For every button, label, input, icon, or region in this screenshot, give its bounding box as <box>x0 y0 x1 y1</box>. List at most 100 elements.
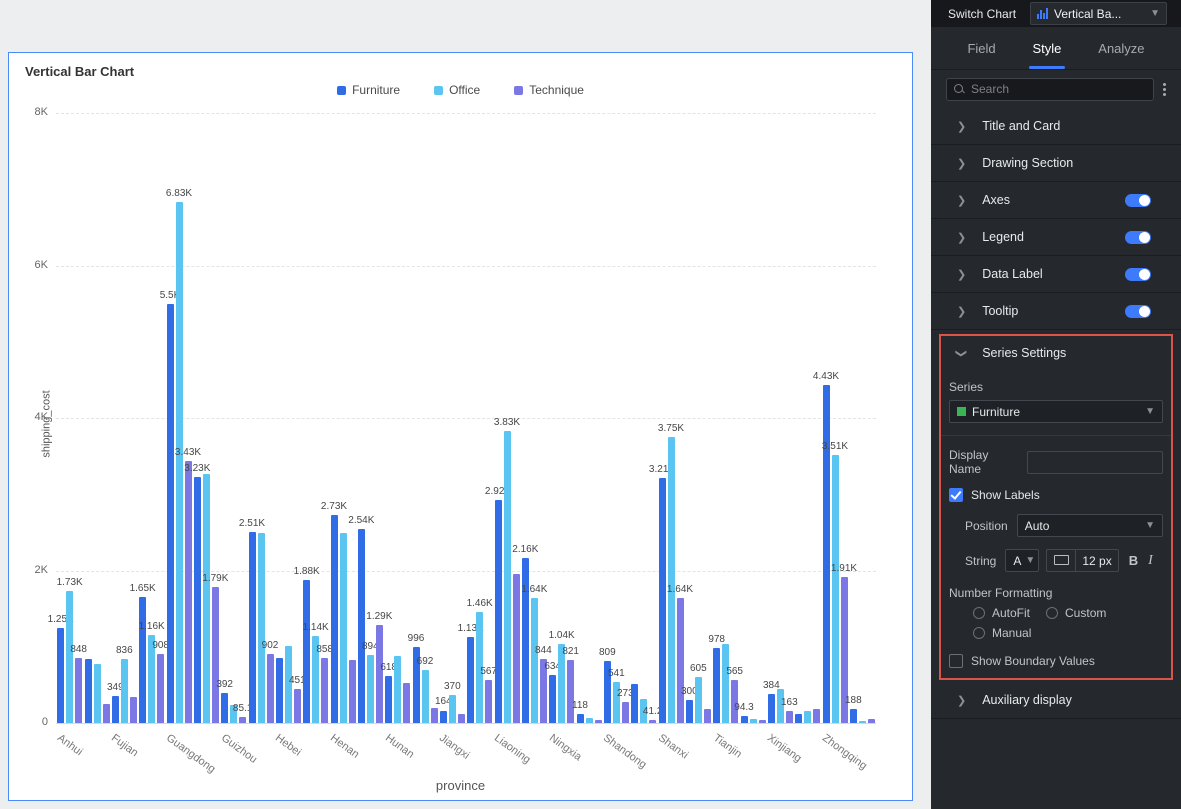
bar-furniture[interactable] <box>713 648 721 723</box>
bar-office[interactable] <box>93 663 101 723</box>
series-dropdown[interactable]: Furniture ▼ <box>949 400 1163 423</box>
bar-furniture[interactable] <box>303 579 311 723</box>
bar-technique[interactable] <box>403 682 411 723</box>
bar-office[interactable] <box>612 681 620 723</box>
more-options-icon[interactable] <box>1163 82 1166 96</box>
tab-style[interactable]: Style <box>1028 29 1066 69</box>
bar-furniture[interactable] <box>193 476 201 723</box>
bar-technique[interactable] <box>676 597 684 723</box>
bar-technique[interactable] <box>375 624 383 723</box>
position-dropdown[interactable]: Auto ▼ <box>1016 514 1163 537</box>
bar-furniture[interactable] <box>549 674 557 723</box>
bar-office[interactable] <box>667 437 675 723</box>
bar-furniture[interactable] <box>576 714 584 723</box>
show-boundary-checkbox[interactable] <box>949 654 963 668</box>
bold-button[interactable]: B <box>1128 553 1139 568</box>
bar-furniture[interactable] <box>248 531 256 723</box>
bar-furniture[interactable] <box>275 657 283 723</box>
bar-office[interactable] <box>120 659 128 723</box>
bar-office[interactable] <box>175 202 183 723</box>
bar-technique[interactable] <box>321 657 329 723</box>
chart-card[interactable]: Vertical Bar Chart Furniture Office Techni… <box>8 52 913 801</box>
radio-custom[interactable] <box>1046 607 1059 619</box>
bar-technique[interactable] <box>129 696 137 723</box>
legend-item-office[interactable]: Office <box>434 83 480 97</box>
bar-furniture[interactable] <box>658 478 666 723</box>
bar-technique[interactable] <box>348 659 356 723</box>
bar-office[interactable] <box>476 611 484 723</box>
bar-office[interactable] <box>694 676 702 723</box>
radio-autofit[interactable] <box>973 607 985 619</box>
display-name-input[interactable] <box>1027 450 1163 474</box>
radio-manual[interactable] <box>973 627 985 639</box>
chart-type-dropdown[interactable]: Vertical Ba... ▼ <box>1030 2 1167 25</box>
auxiliary-display-section[interactable]: ❯ Auxiliary display <box>931 682 1181 719</box>
bar-office[interactable] <box>858 720 866 723</box>
bar-office[interactable] <box>421 670 429 723</box>
bar-furniture[interactable] <box>631 683 639 723</box>
bar-furniture[interactable] <box>849 708 857 723</box>
bar-office[interactable] <box>394 655 402 723</box>
bar-office[interactable] <box>230 705 238 723</box>
section-drawing-section[interactable]: ❯ Drawing Section <box>931 145 1181 182</box>
bar-technique[interactable] <box>184 461 192 723</box>
bar-technique[interactable] <box>157 653 165 723</box>
bar-technique[interactable] <box>102 703 110 723</box>
bar-office[interactable] <box>749 719 757 723</box>
bar-office[interactable] <box>558 643 566 723</box>
bar-office[interactable] <box>257 533 265 723</box>
bar-furniture[interactable] <box>84 659 92 723</box>
bar-office[interactable] <box>202 473 210 723</box>
legend-item-technique[interactable]: Technique <box>514 83 584 97</box>
bar-technique[interactable] <box>840 577 848 723</box>
toggle-on[interactable] <box>1125 304 1151 318</box>
bar-technique[interactable] <box>567 660 575 723</box>
bar-technique[interactable] <box>512 573 520 723</box>
bar-furniture[interactable] <box>767 693 775 723</box>
bar-furniture[interactable] <box>467 636 475 723</box>
bar-furniture[interactable] <box>111 696 119 723</box>
bar-furniture[interactable] <box>521 558 529 723</box>
bar-technique[interactable] <box>75 658 83 723</box>
bar-furniture[interactable] <box>166 303 174 723</box>
bar-office[interactable] <box>804 710 812 723</box>
switch-chart-button[interactable]: Switch Chart <box>948 6 1017 21</box>
bar-technique[interactable] <box>430 707 438 723</box>
bar-office[interactable] <box>339 533 347 723</box>
toggle-on[interactable] <box>1125 267 1151 281</box>
tab-field[interactable]: Field <box>967 40 996 56</box>
search-box[interactable] <box>946 77 1154 101</box>
toggle-on[interactable] <box>1125 193 1151 207</box>
section-tooltip[interactable]: ❯ Tooltip <box>931 293 1181 330</box>
bar-furniture[interactable] <box>330 514 338 723</box>
bar-furniture[interactable] <box>494 500 502 723</box>
bar-office[interactable] <box>148 634 156 723</box>
search-input[interactable] <box>971 82 1131 96</box>
bar-office[interactable] <box>722 644 730 723</box>
show-labels-checkbox[interactable] <box>949 488 963 502</box>
bar-office[interactable] <box>640 698 648 723</box>
legend-item-furniture[interactable]: Furniture <box>337 83 400 97</box>
toggle-on[interactable] <box>1125 230 1151 244</box>
bar-furniture[interactable] <box>221 693 229 723</box>
bar-technique[interactable] <box>594 719 602 723</box>
tab-analyze[interactable]: Analyze <box>1098 40 1145 56</box>
bar-office[interactable] <box>503 430 511 723</box>
bar-furniture[interactable] <box>139 597 147 723</box>
section-data-label[interactable]: ❯ Data Label <box>931 256 1181 293</box>
bar-office[interactable] <box>530 597 538 723</box>
bar-office[interactable] <box>312 636 320 723</box>
bar-office[interactable] <box>585 718 593 723</box>
bar-office[interactable] <box>448 694 456 723</box>
bar-furniture[interactable] <box>795 713 803 723</box>
bar-technique[interactable] <box>293 688 301 723</box>
bar-technique[interactable] <box>703 708 711 723</box>
bar-office[interactable] <box>66 591 74 723</box>
section-legend[interactable]: ❯ Legend <box>931 219 1181 256</box>
bar-furniture[interactable] <box>385 675 393 723</box>
font-family-dropdown[interactable]: A ▼ <box>1005 549 1040 572</box>
bar-furniture[interactable] <box>439 710 447 723</box>
bar-technique[interactable] <box>539 658 547 723</box>
italic-button[interactable]: I <box>1148 552 1153 568</box>
bar-office[interactable] <box>284 645 292 723</box>
